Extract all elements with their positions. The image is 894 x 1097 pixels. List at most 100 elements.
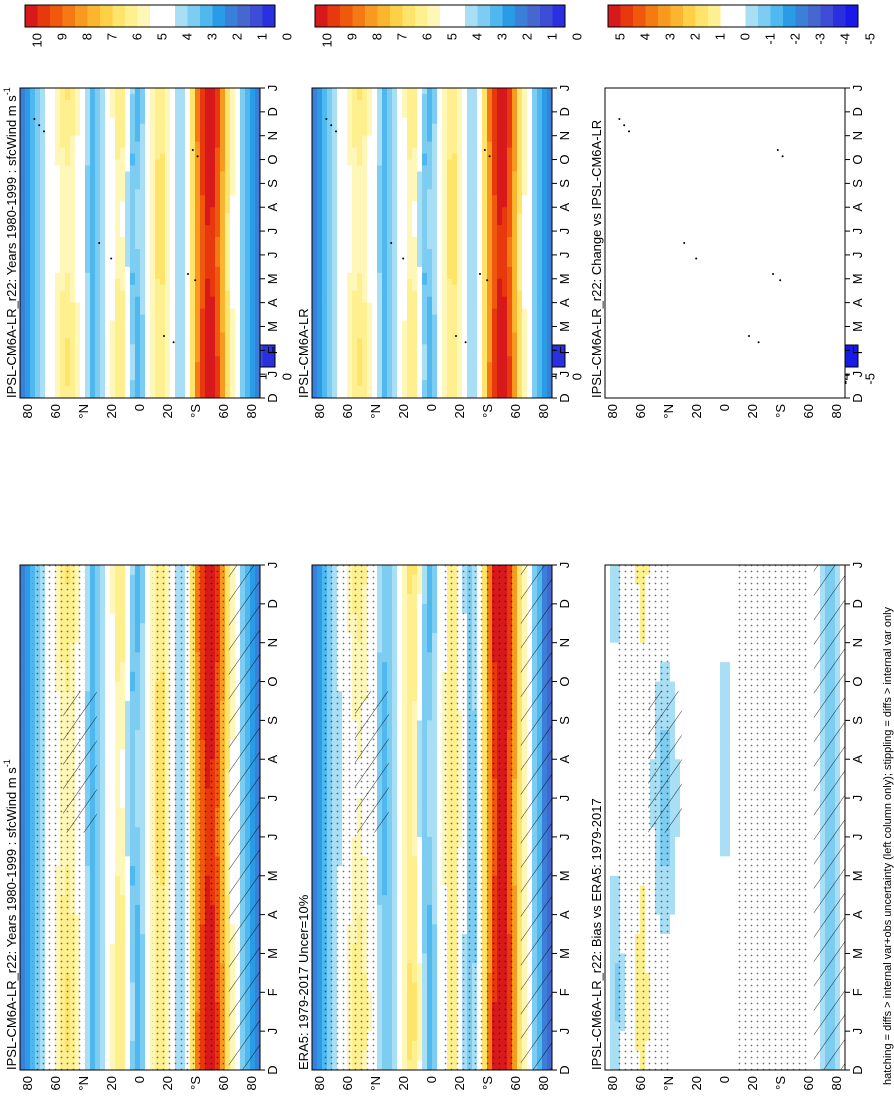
heatmap-cell — [235, 165, 241, 172]
heatmap-cell — [80, 260, 86, 268]
heatmap-cell — [105, 1002, 111, 1013]
heatmap-cell — [155, 183, 161, 190]
heatmap-cell — [145, 254, 151, 262]
heatmap-cell — [185, 356, 191, 363]
heatmap-cell — [145, 788, 151, 799]
heatmap-cell — [145, 681, 151, 692]
heatmap-cell — [160, 350, 166, 357]
heatmap-cell — [40, 350, 46, 357]
heatmap-cell — [150, 248, 156, 256]
heatmap-cell — [100, 827, 106, 838]
heatmap-cell — [80, 380, 86, 387]
heatmap-cell — [35, 290, 41, 298]
heatmap-cell — [185, 99, 191, 107]
colorbar-label: 10 — [30, 33, 45, 47]
heatmap-cell — [20, 798, 26, 809]
heatmap-cell — [225, 392, 231, 399]
heatmap-cell — [105, 613, 111, 624]
heatmap-cell — [55, 380, 61, 387]
heatmap-cell — [55, 338, 61, 345]
heatmap-cell — [55, 314, 61, 321]
heatmap-cell — [30, 248, 36, 256]
heatmap-cell — [185, 153, 191, 160]
heatmap-cell — [95, 183, 101, 190]
heatmap-cell — [175, 278, 181, 286]
heatmap-cell — [90, 1060, 96, 1071]
heatmap-cell — [120, 213, 126, 220]
heatmap-cell — [145, 866, 151, 877]
heatmap-cell — [30, 129, 36, 137]
heatmap-cell — [200, 129, 206, 137]
heatmap-cell — [225, 856, 231, 867]
heatmap-cell — [130, 1060, 136, 1071]
heatmap-cell — [195, 105, 201, 113]
heatmap-cell — [140, 374, 146, 381]
heatmap-cell — [120, 284, 126, 292]
heatmap-cell — [35, 392, 41, 399]
heatmap-cell — [140, 278, 146, 286]
heatmap-cell — [185, 284, 191, 292]
heatmap-cell — [50, 308, 56, 315]
heatmap-cell — [110, 183, 116, 190]
heatmap-cell — [150, 183, 156, 190]
heatmap-cell — [185, 88, 191, 95]
heatmap-cell — [95, 88, 101, 95]
heatmap-cell — [100, 362, 106, 369]
heatmap-cell — [60, 111, 66, 119]
heatmap-cell — [35, 117, 41, 125]
heatmap-cell — [60, 147, 66, 154]
heatmap-cell — [145, 1060, 151, 1071]
heatmap-cell — [50, 177, 56, 184]
heatmap-cell — [135, 308, 141, 315]
heatmap-cell — [205, 368, 211, 375]
heatmap-cell — [45, 195, 51, 202]
heatmap-cell — [140, 895, 146, 906]
heatmap-cell — [125, 225, 131, 232]
heatmap-cell — [105, 875, 111, 886]
heatmap-cell — [145, 111, 151, 119]
heatmap-cell — [205, 141, 211, 149]
heatmap-cell — [50, 278, 56, 286]
heatmap-cell — [40, 272, 46, 280]
heatmap-cell — [155, 362, 161, 369]
heatmap-cell — [195, 207, 201, 214]
heatmap-cell — [120, 111, 126, 119]
heatmap-cell — [95, 691, 101, 702]
heatmap-cell — [145, 1002, 151, 1013]
heatmap-cell — [135, 613, 141, 624]
heatmap-cell — [175, 159, 181, 166]
heatmap-cell — [110, 392, 116, 399]
heatmap-cell — [80, 225, 86, 232]
heatmap-cell — [105, 231, 111, 238]
heatmap-cell — [230, 225, 236, 232]
heatmap-cell — [110, 632, 116, 644]
heatmap-cell — [30, 368, 36, 375]
heatmap-cell — [25, 768, 31, 780]
heatmap-cell — [35, 183, 41, 190]
heatmap-cell — [100, 332, 106, 339]
heatmap-cell — [30, 362, 36, 369]
heatmap-cell — [90, 671, 96, 682]
heatmap-cell — [95, 147, 101, 154]
heatmap-cell — [65, 195, 71, 202]
heatmap-cell — [145, 386, 151, 393]
heatmap-cell — [215, 302, 221, 309]
heatmap-cell — [95, 171, 101, 178]
heatmap-cell — [145, 700, 151, 712]
heatmap-cell — [230, 248, 236, 256]
heatmap-cell — [145, 314, 151, 321]
heatmap-cell — [25, 866, 31, 877]
heatmap-cell — [70, 338, 76, 345]
heatmap-cell — [110, 344, 116, 351]
heatmap-cell — [25, 846, 31, 857]
heatmap-cell — [100, 368, 106, 375]
heatmap-cell — [140, 207, 146, 214]
heatmap-cell — [115, 380, 121, 387]
heatmap-cell — [60, 374, 66, 381]
heatmap-cell — [20, 817, 26, 828]
heatmap-cell — [145, 189, 151, 196]
heatmap-cell — [110, 827, 116, 838]
heatmap-cell — [180, 207, 186, 214]
heatmap-cell — [40, 99, 46, 107]
heatmap-cell — [120, 296, 126, 304]
